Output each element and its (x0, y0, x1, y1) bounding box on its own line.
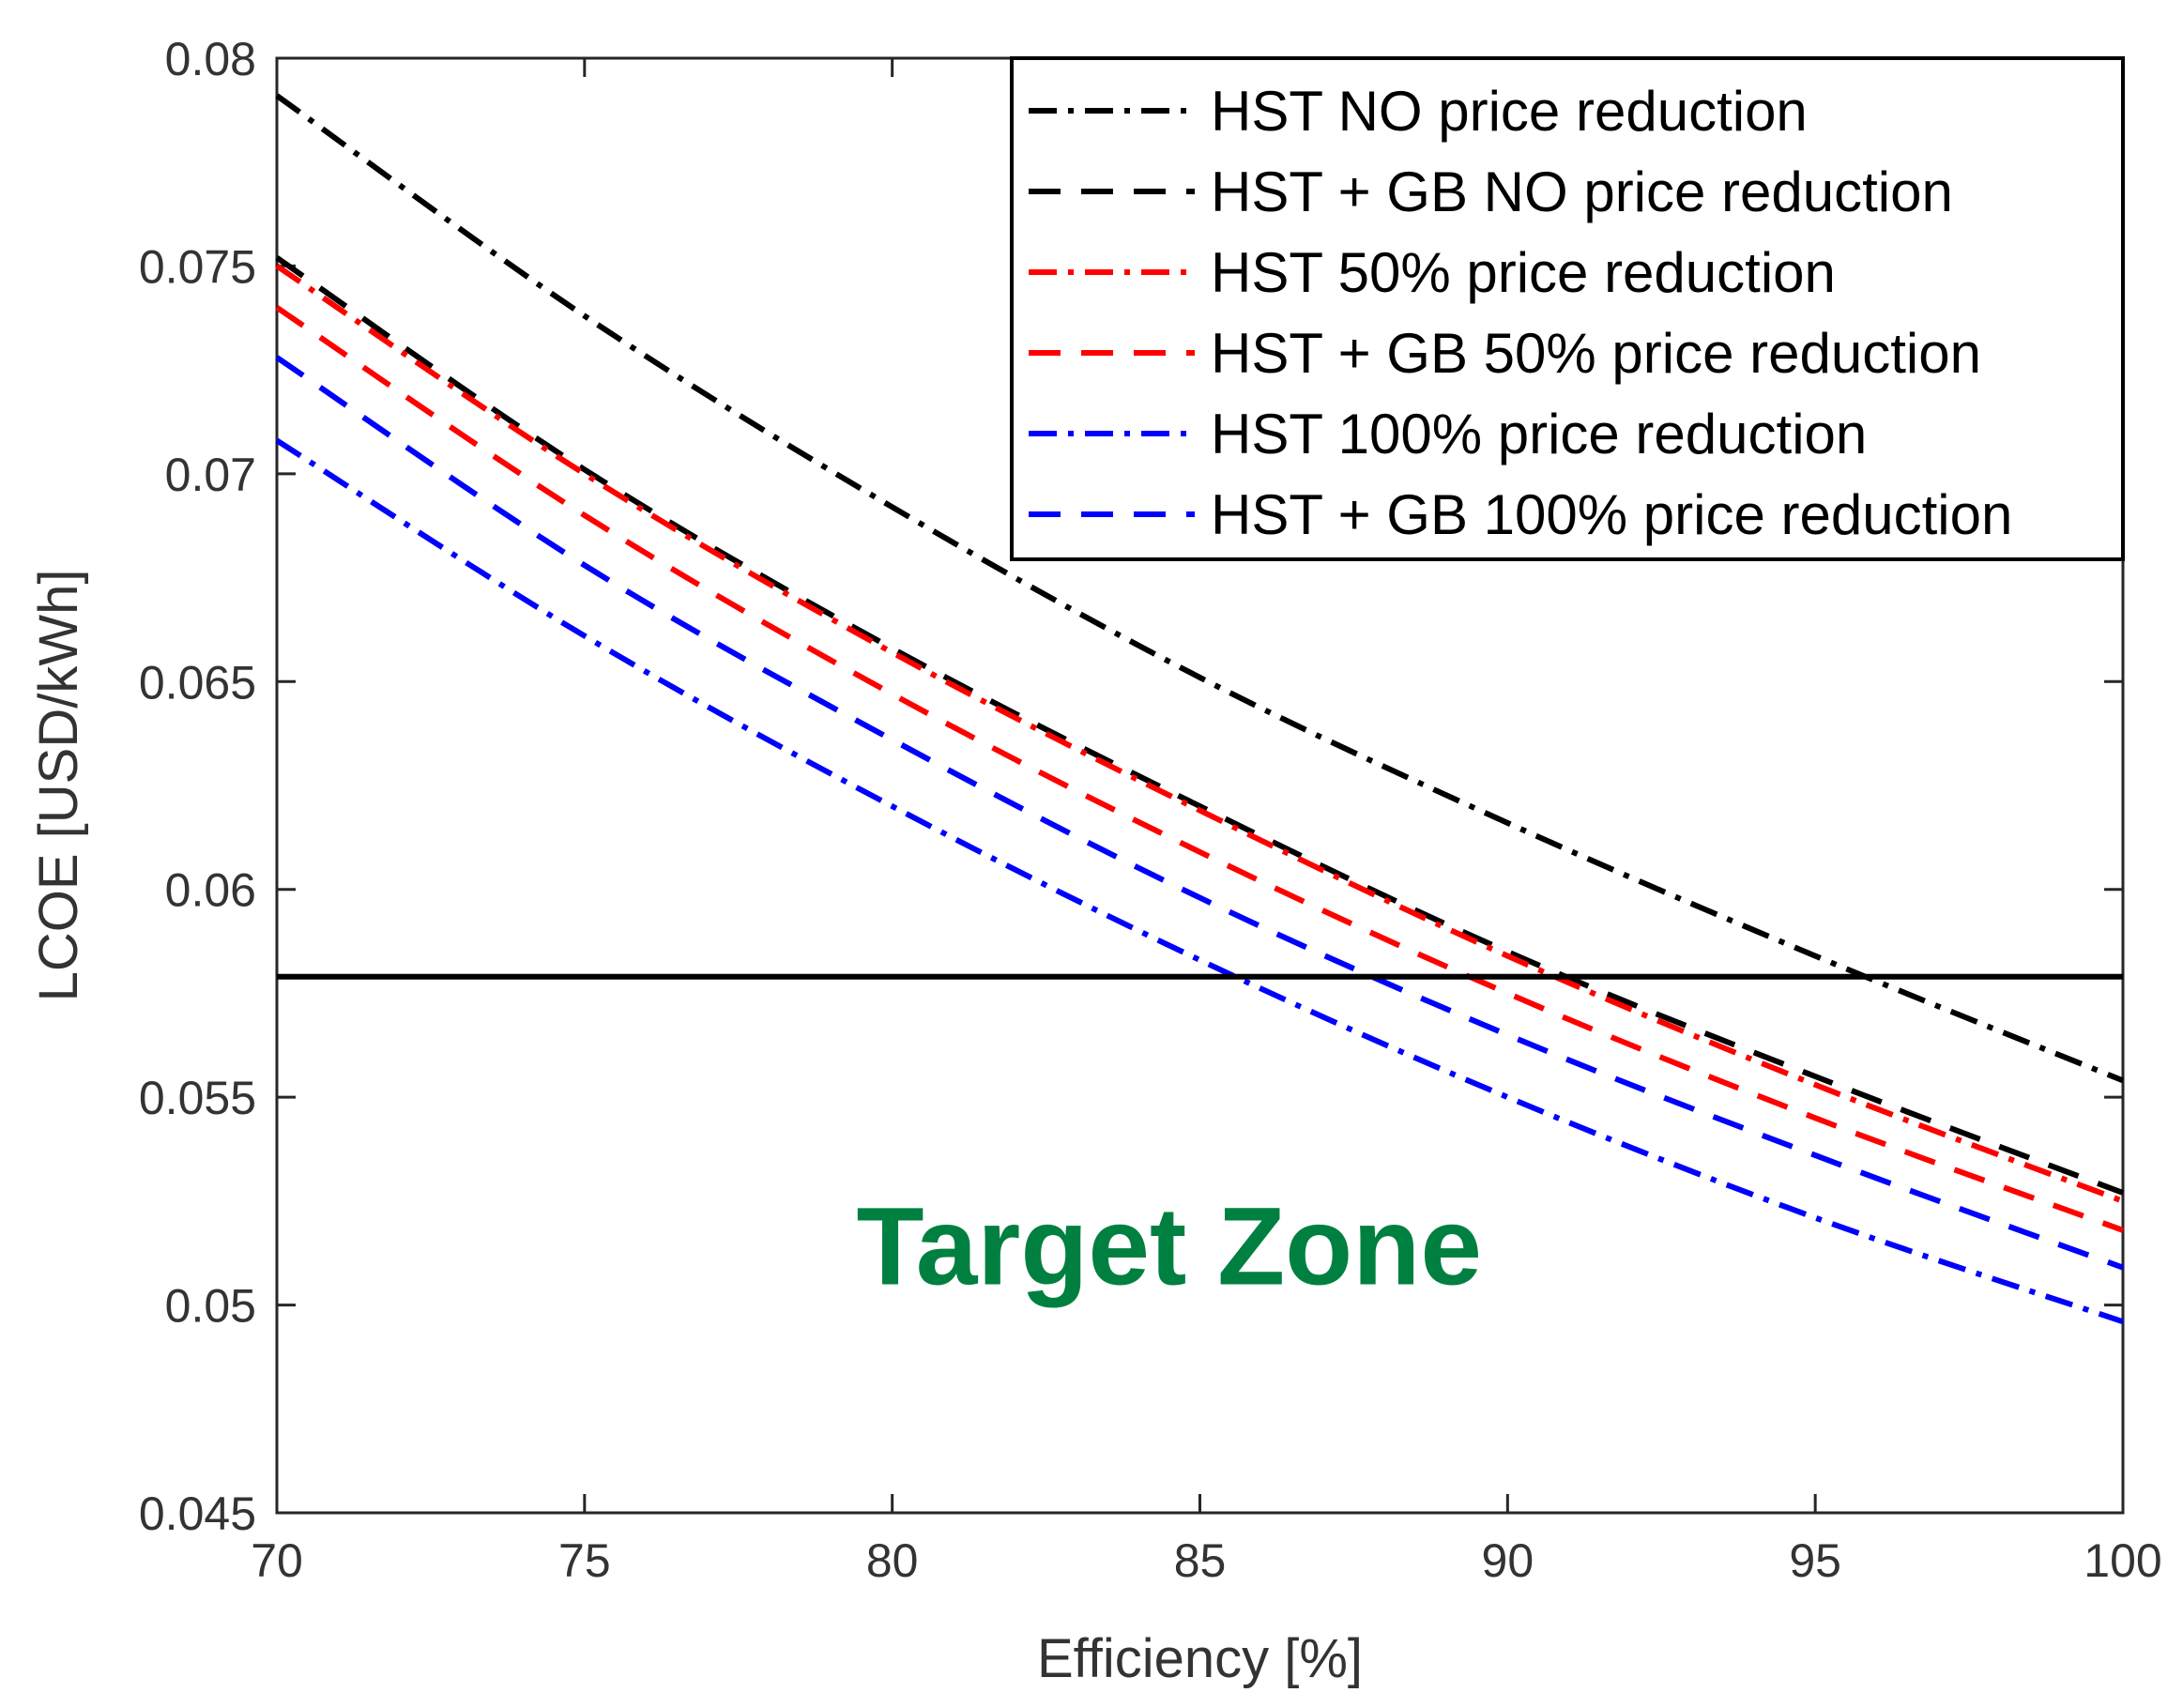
x-tick-label: 75 (558, 1534, 611, 1587)
legend-label-6: HST + GB 100% price reduction (1211, 483, 2012, 546)
y-tick-label: 0.055 (139, 1072, 256, 1124)
legend-label-2: HST + GB NO price reduction (1211, 160, 1953, 223)
y-tick-label: 0.045 (139, 1487, 256, 1540)
series-line-5 (275, 437, 2124, 1325)
series-line-4 (275, 305, 2125, 1233)
x-tick-label: 80 (866, 1534, 919, 1587)
series-layer (275, 93, 2125, 1325)
legend-box (1010, 56, 2125, 561)
y-tick-label: 0.08 (165, 33, 256, 85)
y-tick-label: 0.05 (165, 1280, 256, 1333)
y-tick-label: 0.07 (165, 449, 256, 501)
x-tick-label: 100 (2084, 1534, 2161, 1587)
series-line-2 (275, 255, 2125, 1196)
series-line-6 (275, 355, 2125, 1271)
x-tick-label: 90 (1482, 1534, 1534, 1587)
legend-label-5: HST 100% price reduction (1211, 403, 1867, 465)
target-zone-label: Target Zone (856, 1184, 1482, 1308)
x-tick-label: 70 (251, 1534, 303, 1587)
series-line-3 (275, 263, 2125, 1204)
x-tick-label: 85 (1174, 1534, 1227, 1587)
series-line-1 (275, 93, 2125, 1084)
legend-label-1: HST NO price reduction (1211, 80, 1808, 143)
x-axis-label: Efficiency [%] (1037, 1628, 1363, 1689)
y-axis-label: LCOE [USD/kWh] (28, 570, 89, 1002)
legend-label-4: HST + GB 50% price reduction (1211, 322, 1981, 385)
y-tick-label: 0.075 (139, 240, 256, 293)
legend-layer: HST NO price reduction HST + GB NO price … (1010, 56, 2125, 561)
legend-label-3: HST 50% price reduction (1211, 241, 1836, 304)
y-tick-label: 0.06 (165, 864, 256, 917)
y-tick-label: 0.065 (139, 656, 256, 709)
axes-layer: 70 75 80 85 90 95 100 0.045 0.05 0.055 0.06 0.065 0.… (28, 33, 2162, 1689)
annotation-layer: Target Zone (856, 1184, 1482, 1308)
x-tick-label: 95 (1789, 1534, 1841, 1587)
